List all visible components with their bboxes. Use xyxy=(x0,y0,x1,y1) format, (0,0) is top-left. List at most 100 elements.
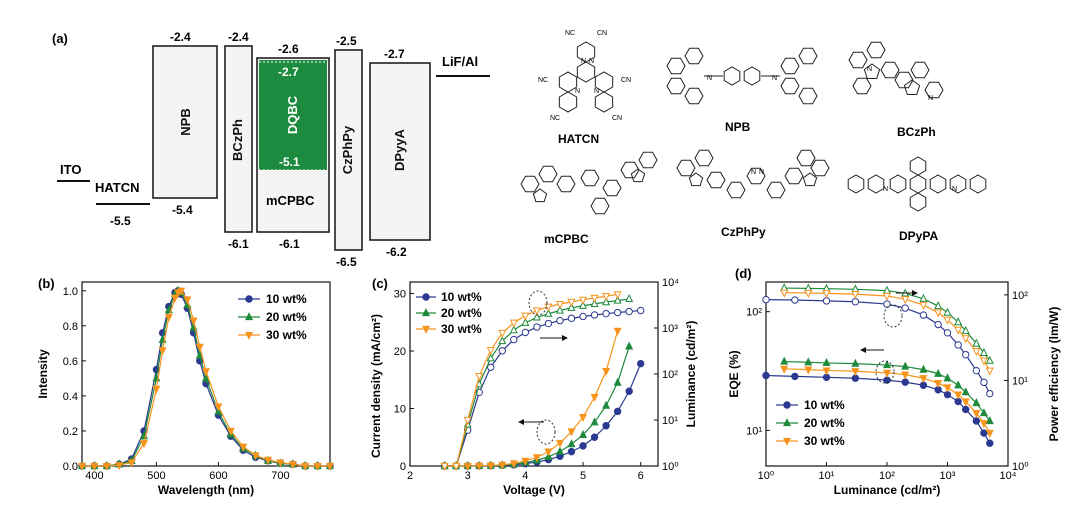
power-efficiency-point xyxy=(822,290,831,299)
eqe-annotation-ellipse xyxy=(875,360,895,384)
ring xyxy=(676,159,696,177)
hatcn-label: HATCN xyxy=(95,180,140,195)
ring xyxy=(784,167,804,185)
x-tick-label: 4 xyxy=(522,470,528,482)
current-density-point xyxy=(555,446,564,455)
czphpy-name: CzPhPy xyxy=(721,225,766,239)
y2-tick-label: 10¹ xyxy=(1012,375,1028,387)
ring xyxy=(909,174,927,194)
luminance-point xyxy=(567,314,576,323)
power-efficiency-point xyxy=(822,297,831,305)
npb-label: NPB xyxy=(178,108,193,135)
ring xyxy=(580,169,600,187)
eqe-point xyxy=(986,439,994,447)
eqe-arrowhead xyxy=(860,347,866,353)
y2-tick-label: 10⁴ xyxy=(662,277,679,289)
series-20wt xyxy=(780,283,994,425)
structure-mcpbc: mCPBC xyxy=(520,151,658,246)
luminance-point xyxy=(452,462,461,471)
eqe-point xyxy=(822,367,831,376)
ring xyxy=(630,168,646,183)
luminance-point xyxy=(613,308,622,317)
dpyya-label: DPyyA xyxy=(392,128,407,171)
data-point xyxy=(164,313,173,322)
current-density-line xyxy=(444,330,619,467)
legend-label: 10 wt% xyxy=(441,290,482,304)
current-density-point xyxy=(602,368,611,377)
pe-arrowhead xyxy=(912,290,918,296)
homo-value-mcpbc: -6.1 xyxy=(279,237,300,251)
data-point xyxy=(226,427,235,436)
legend-label: 20 wt% xyxy=(266,310,307,324)
luminance-point xyxy=(486,347,495,356)
current-density-point xyxy=(567,447,576,456)
current-density-point xyxy=(486,462,495,471)
legend-marker xyxy=(244,331,254,340)
x-tick-label: 400 xyxy=(85,470,103,482)
current-density-point xyxy=(475,462,484,471)
current-density-point xyxy=(602,400,611,409)
eqe-point xyxy=(851,368,860,377)
ring xyxy=(969,174,987,194)
ring xyxy=(590,197,610,215)
power-efficiency-point xyxy=(979,347,988,356)
luminance-point xyxy=(533,323,541,331)
data-point xyxy=(239,443,248,452)
power-efficiency-point xyxy=(934,301,943,310)
ring xyxy=(909,156,927,176)
luminance-point xyxy=(579,300,588,309)
ring xyxy=(723,66,741,86)
power-efficiency-point xyxy=(979,357,988,366)
y-tick-label: 0.2 xyxy=(63,426,78,438)
atom-label: N xyxy=(952,186,957,193)
eqe-point xyxy=(780,365,789,374)
eqe-point xyxy=(851,358,860,367)
luminance-point xyxy=(567,302,576,311)
power-efficiency-point xyxy=(972,348,981,357)
legend-label: 30 wt% xyxy=(266,328,307,342)
current-density-point xyxy=(509,460,518,469)
eqe-point xyxy=(980,429,988,437)
eqe-point xyxy=(961,398,970,407)
luminance-point xyxy=(602,309,610,318)
data-point xyxy=(214,403,223,412)
power-efficiency-point xyxy=(919,293,928,302)
ring xyxy=(852,77,872,95)
eqe-point xyxy=(934,380,943,389)
x-tick-label: 2 xyxy=(407,470,413,482)
homo-value-dpyya: -6.2 xyxy=(386,245,407,259)
lumo-value-mcpbc: -2.6 xyxy=(278,42,299,56)
data-point xyxy=(195,343,204,352)
atom-label: CN xyxy=(612,115,622,122)
current-density-point xyxy=(590,417,599,426)
luminance-point xyxy=(590,298,599,307)
luminance-point xyxy=(602,297,611,306)
eqe-point xyxy=(972,409,981,418)
legend-label: 10 wt% xyxy=(266,292,307,306)
y2-axis-label: Power efficiency (lm/W) xyxy=(1047,307,1061,442)
luminance-line xyxy=(444,293,618,467)
power-efficiency-point xyxy=(780,289,789,298)
layer-box-bczph xyxy=(224,45,253,233)
power-efficiency-point xyxy=(934,309,943,318)
atom-label: N xyxy=(759,169,764,176)
structure-czphpy: N N CzPhPy xyxy=(676,149,830,239)
panel-b-pl-spectra: (b) 400 500 600 700 0.0 0.2 0.4 0.6 0.8 1.0 Wavelen… xyxy=(36,276,335,497)
current-density-point xyxy=(613,327,622,336)
x-tick-label: 500 xyxy=(147,470,165,482)
power-efficiency-point xyxy=(943,329,952,337)
eqe-point xyxy=(804,366,813,375)
current-density-point xyxy=(567,428,576,437)
luminance-point xyxy=(567,298,576,307)
power-efficiency-point xyxy=(804,289,813,298)
ito-label: ITO xyxy=(60,162,81,177)
current-density-point xyxy=(579,430,588,439)
dpypa-name: DPyPA xyxy=(899,229,938,243)
current-density-point xyxy=(463,462,472,471)
luminance-point xyxy=(579,296,588,305)
current-density-point xyxy=(590,433,599,441)
y2-tick-label: 10² xyxy=(1012,290,1028,302)
data-point xyxy=(251,452,260,461)
